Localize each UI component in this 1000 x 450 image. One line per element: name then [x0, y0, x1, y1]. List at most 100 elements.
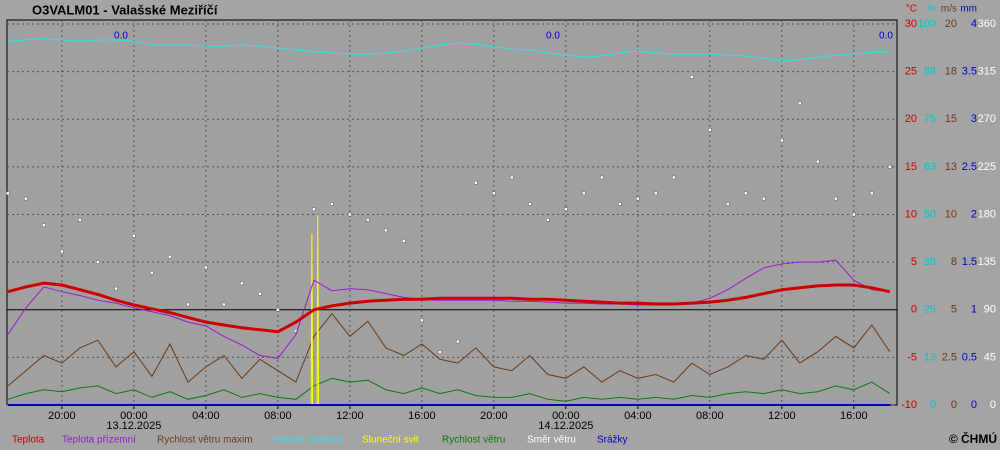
y-tick-label: 0.5: [962, 351, 977, 363]
credit: © ČHMÚ: [949, 431, 997, 446]
direction-point: [114, 286, 118, 291]
annotation: 0.0: [879, 31, 893, 42]
direction-point: [402, 239, 406, 243]
x-date-label: 13.12.2025: [106, 420, 161, 432]
direction-point: [780, 138, 784, 143]
y-tick-label: 2: [971, 208, 977, 220]
y-tick-label: 4: [971, 18, 977, 30]
direction-point: [798, 101, 802, 106]
legend-entry: Rychlost větru maxim: [157, 435, 253, 446]
y-tick-label: 0: [990, 399, 996, 411]
axis-unit: %: [927, 4, 936, 15]
y-tick-label: 0: [971, 399, 977, 411]
direction-point: [672, 175, 676, 180]
axis-unit: mm: [960, 4, 977, 15]
axis-unit: m/s: [941, 4, 957, 15]
y-tick-label: 3: [971, 113, 977, 125]
y-tick-label: 1: [971, 304, 977, 316]
y-tick-label: 25: [924, 304, 936, 316]
y-tick-label: 1.5: [962, 256, 977, 268]
y-tick-label: 100: [918, 18, 936, 30]
legend-entry: Sluneční svit: [362, 435, 419, 446]
y-tick-label: 5: [911, 256, 917, 268]
y-tick-label: 15: [945, 113, 957, 125]
y-tick-label: 18: [945, 66, 957, 78]
direction-point: [438, 350, 442, 354]
direction-point: [654, 191, 658, 196]
direction-point: [816, 159, 820, 164]
y-tick-label: 8: [951, 256, 957, 268]
series-line: [7, 377, 891, 402]
y-tick-label: 2.5: [942, 351, 957, 363]
direction-point: [834, 196, 838, 201]
direction-point: [366, 218, 370, 222]
x-tick-label: 08:00: [696, 410, 724, 422]
legend-entry: Vlhkost vzduchu: [272, 435, 345, 446]
annotation: 0.0: [546, 31, 560, 42]
legend-entry: Směr větru: [527, 435, 576, 446]
x-tick-label: 12:00: [768, 410, 796, 422]
series-line: [7, 312, 891, 387]
direction-point: [636, 196, 640, 201]
legend-entry: Teplota přízemní: [62, 435, 136, 446]
y-tick-label: 50: [924, 208, 936, 220]
y-tick-label: 38: [924, 256, 936, 268]
series-line: [7, 281, 891, 334]
y-tick-label: 45: [984, 351, 996, 363]
y-tick-label: 2.5: [962, 161, 977, 173]
y-tick-label: 13: [945, 161, 957, 173]
direction-point: [24, 196, 28, 201]
y-tick-label: 88: [924, 66, 936, 78]
y-tick-label: 90: [984, 304, 996, 316]
x-tick-label: 04:00: [624, 410, 652, 422]
direction-point: [150, 270, 154, 275]
x-tick-label: 00:00: [552, 410, 580, 422]
x-tick-label: 12:00: [336, 410, 364, 422]
direction-point: [222, 302, 226, 307]
annotation: 0.0: [114, 31, 128, 42]
y-tick-label: -5: [907, 351, 917, 363]
y-tick-label: 360: [978, 18, 996, 30]
y-tick-label: 0: [951, 399, 957, 411]
direction-point: [6, 191, 10, 196]
direction-point: [78, 218, 82, 222]
x-tick-label: 00:00: [120, 410, 148, 422]
direction-point: [474, 181, 478, 185]
y-tick-label: 25: [905, 66, 917, 78]
legend-entry: Teplota: [12, 435, 45, 446]
direction-point: [186, 302, 190, 307]
direction-point: [600, 175, 604, 180]
legend-entry: Rychlost větru: [442, 435, 505, 446]
direction-point: [456, 339, 460, 344]
direction-point: [420, 318, 424, 323]
direction-point: [492, 191, 496, 196]
chart-title: O3VALM01 - Valašské Meziříčí: [32, 2, 218, 17]
y-tick-label: -10: [901, 399, 917, 411]
direction-point: [546, 218, 550, 222]
legend-entry: Srážky: [597, 435, 628, 446]
y-tick-label: 5: [951, 304, 957, 316]
direction-point: [312, 207, 316, 211]
direction-point: [582, 191, 586, 196]
y-tick-label: 180: [978, 208, 996, 220]
direction-point: [168, 255, 172, 259]
direction-point: [276, 308, 280, 312]
direction-point: [258, 292, 262, 296]
y-tick-label: 3.5: [962, 66, 977, 78]
y-tick-label: 270: [978, 113, 996, 125]
direction-point: [744, 191, 748, 196]
x-tick-label: 16:00: [408, 410, 436, 422]
direction-point: [510, 175, 514, 180]
direction-point: [870, 191, 874, 196]
y-tick-label: 75: [924, 113, 936, 125]
y-tick-label: 0: [911, 304, 917, 316]
direction-point: [708, 128, 712, 132]
y-tick-label: 10: [905, 208, 917, 220]
direction-point: [96, 260, 100, 264]
axis-unit: °C: [906, 4, 917, 15]
series-line: [7, 259, 890, 359]
x-tick-label: 04:00: [192, 410, 220, 422]
direction-point: [690, 75, 694, 79]
direction-point: [42, 223, 46, 227]
